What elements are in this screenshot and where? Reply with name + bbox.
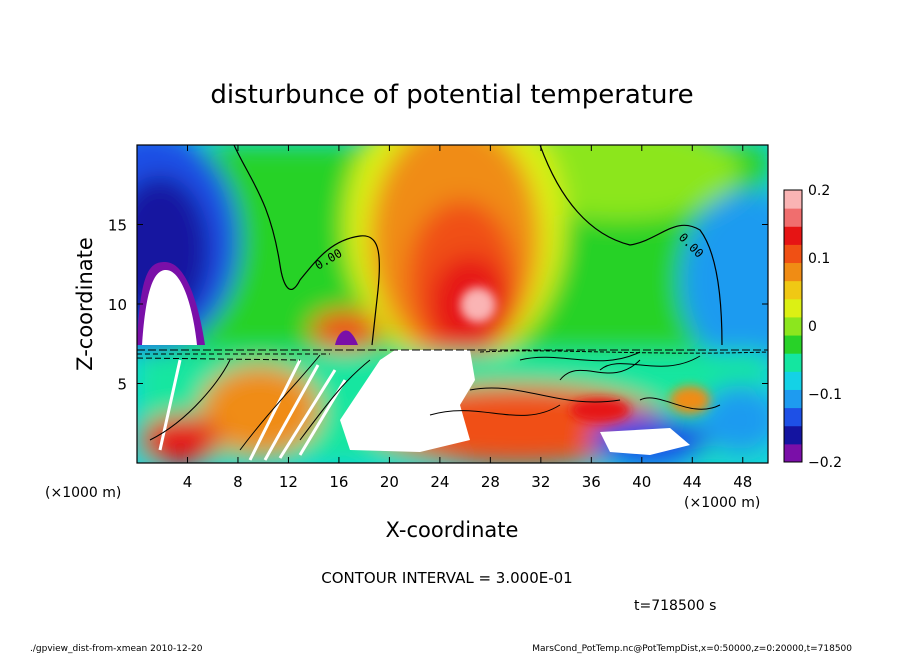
x-axis-unit-left: (×1000 m) <box>45 485 121 501</box>
x-tick-label: 32 <box>531 473 550 491</box>
zero-contour <box>233 144 723 346</box>
y-axis: 5 10 15 <box>108 217 768 394</box>
x-tick-label: 12 <box>279 473 298 491</box>
footer-left: ./gpview_dist-from-xmean 2010-12-20 <box>30 644 203 654</box>
colorbar-swatch <box>784 190 802 209</box>
heatmap-field <box>137 145 768 463</box>
x-tick-label: 24 <box>430 473 449 491</box>
x-tick-label: 48 <box>733 473 752 491</box>
colorbar-swatch <box>784 443 802 463</box>
x-axis: 4 8 12 16 20 24 28 32 36 40 44 48 <box>183 145 752 491</box>
colorbar-swatch <box>784 425 802 445</box>
colorbar-tick-label: 0 <box>808 319 817 335</box>
x-tick-label: 16 <box>329 473 348 491</box>
x-axis-label: X-coordinate <box>386 518 519 542</box>
colorbar-tick-label: −0.2 <box>808 455 842 471</box>
x-tick-label: 20 <box>380 473 399 491</box>
colorbar-swatch <box>784 316 802 336</box>
y-axis-label: Z-coordinate <box>73 237 97 371</box>
x-axis-unit-right: (×1000 m) <box>684 495 760 511</box>
colorbar-tick-label: 0.2 <box>808 183 830 199</box>
colorbar-swatch <box>784 226 802 245</box>
colorbar-swatch <box>784 371 802 390</box>
y-tick-label: 15 <box>108 217 127 235</box>
x-tick-label: 44 <box>683 473 702 491</box>
colorbar-swatch <box>784 208 802 227</box>
x-tick-label: 4 <box>183 473 193 491</box>
x-tick-label: 28 <box>481 473 500 491</box>
colorbar-swatch <box>784 244 802 264</box>
time-stamp: t=718500 s <box>634 598 716 614</box>
colorbar-tick-label: 0.1 <box>808 251 830 267</box>
colorbar-swatch <box>784 389 802 409</box>
colorbar-ticks: 0.2 0.1 0 −0.1 −0.2 <box>808 183 842 471</box>
x-tick-label: 40 <box>632 473 651 491</box>
contour-interval: CONTOUR INTERVAL = 3.000E-01 <box>321 569 572 587</box>
colorbar-swatch <box>784 298 802 318</box>
x-tick-label: 8 <box>233 473 243 491</box>
footer-right: MarsCond_PotTemp.nc@PotTempDist,x=0:5000… <box>532 644 852 654</box>
colorbar-swatch <box>784 407 802 427</box>
colorbar-swatch <box>784 353 802 372</box>
colorbar-swatch <box>784 335 802 354</box>
y-tick-label: 5 <box>117 376 127 394</box>
colorbar-frame <box>783 189 803 463</box>
chart-title: disturbunce of potential temperature <box>210 80 693 110</box>
y-tick-label: 10 <box>108 296 127 314</box>
colorbar-swatch <box>784 262 802 282</box>
colorbar-swatch <box>784 280 802 300</box>
colorbar <box>784 190 802 463</box>
colorbar-tick-label: −0.1 <box>808 387 842 403</box>
x-tick-label: 36 <box>582 473 601 491</box>
